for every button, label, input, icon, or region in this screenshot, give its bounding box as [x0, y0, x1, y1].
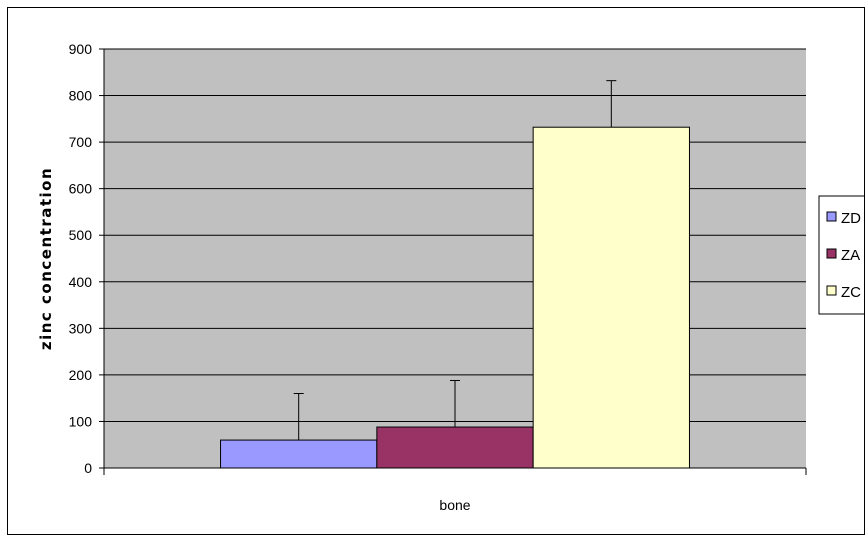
y-tick-label: 800	[69, 88, 93, 104]
x-tick-label: bone	[439, 497, 470, 513]
y-tick-labels: 0 100 200 300 400 500 600 700 800 900	[69, 41, 93, 476]
legend-label: ZA	[841, 247, 860, 264]
y-axis-label: zinc concentration	[37, 167, 55, 350]
y-tick-label: 200	[69, 367, 93, 383]
x-tick-labels: bone	[439, 497, 470, 513]
y-tick-label: 100	[69, 413, 93, 429]
chart-frame: 0 100 200 300 400 500 600 700 800 900 bone zinc c…	[7, 7, 865, 535]
legend: ZD ZA ZC	[819, 196, 864, 314]
chart-svg: 0 100 200 300 400 500 600 700 800 900 bone zinc c…	[8, 8, 864, 534]
legend-swatch-zc	[827, 286, 836, 295]
y-tick-label: 700	[69, 134, 93, 150]
y-tick-label: 600	[69, 181, 93, 197]
y-tick-label: 900	[69, 41, 93, 57]
y-tick-label: 300	[69, 320, 93, 336]
bar-za	[377, 427, 533, 468]
y-tick-label: 0	[84, 460, 92, 476]
legend-label: ZD	[841, 210, 861, 227]
bar-zc	[533, 127, 689, 468]
y-tick-label: 500	[69, 227, 93, 243]
legend-label: ZC	[841, 284, 861, 301]
bar-zd	[221, 440, 377, 468]
legend-swatch-za	[827, 249, 836, 258]
legend-swatch-zd	[827, 212, 836, 221]
y-tick-label: 400	[69, 274, 93, 290]
